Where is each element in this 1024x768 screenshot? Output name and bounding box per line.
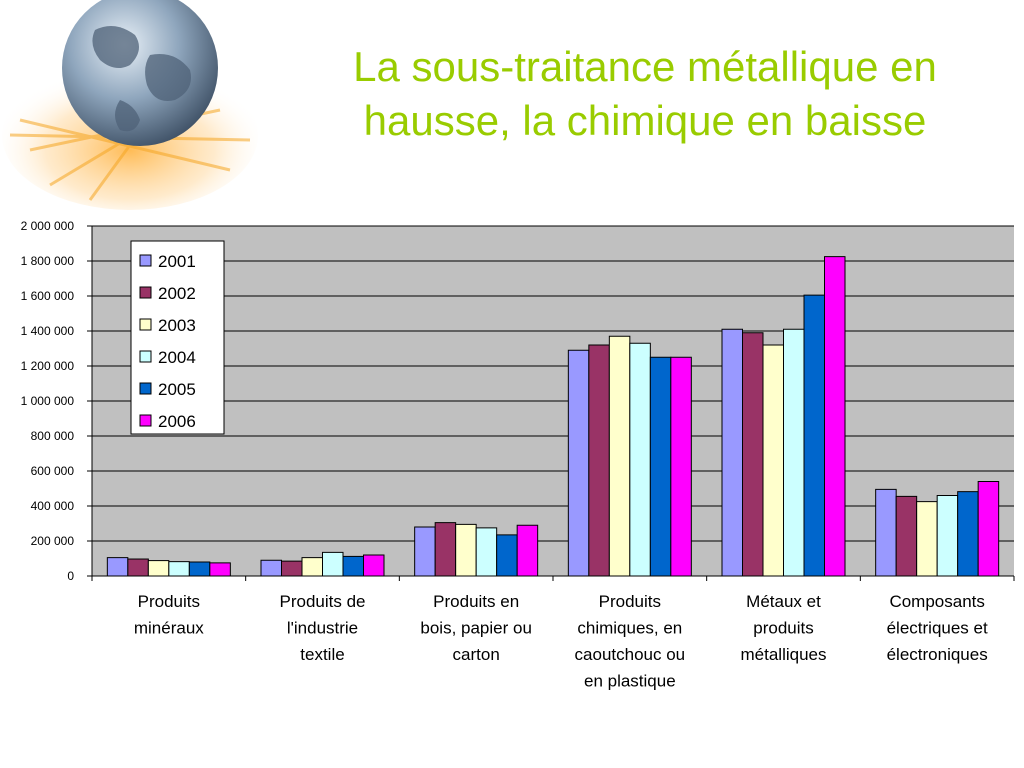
category-label: Produits de l'industrie textile xyxy=(280,592,366,664)
bar xyxy=(188,561,211,577)
bar xyxy=(649,356,672,577)
category-label-line: en plastique xyxy=(584,672,676,691)
bar xyxy=(957,491,979,577)
category-label-line: Composants xyxy=(889,592,984,611)
bar xyxy=(127,558,149,577)
bar xyxy=(670,356,692,577)
bar xyxy=(496,534,518,577)
bar xyxy=(936,495,959,577)
category-label-line: électriques et xyxy=(887,619,988,638)
category-label-line: produits xyxy=(753,619,813,638)
bar xyxy=(916,501,938,577)
bar xyxy=(783,328,805,577)
bar xyxy=(168,561,190,577)
category-label-line: minéraux xyxy=(134,619,204,638)
category-label-line: métalliques xyxy=(741,645,827,664)
slide-title: La sous-traitance métallique en hausse, … xyxy=(270,40,1020,148)
y-tick-label: 1 200 000 xyxy=(21,359,75,373)
category-label-line: chimiques, en xyxy=(577,619,682,638)
category-label-line: Produits en xyxy=(433,592,519,611)
category-label-line: bois, papier ou xyxy=(420,619,532,638)
bar xyxy=(209,562,231,577)
legend-swatch xyxy=(139,286,152,299)
bar xyxy=(721,328,743,577)
bar xyxy=(147,560,170,577)
category-label-line: Produits de xyxy=(280,592,366,611)
bar xyxy=(895,495,918,577)
legend-swatch xyxy=(139,382,152,395)
legend-swatch xyxy=(139,414,152,427)
bar xyxy=(301,557,323,577)
y-tick-label: 1 000 000 xyxy=(21,394,75,408)
y-tick-label: 2 000 000 xyxy=(21,219,75,233)
bar xyxy=(475,527,498,577)
y-tick-label: 0 xyxy=(67,569,74,583)
legend-box xyxy=(130,240,225,435)
category-label-line: carton xyxy=(453,645,500,664)
y-tick-label: 400 000 xyxy=(31,499,75,513)
y-tick-label: 200 000 xyxy=(31,534,75,548)
category-label: Métaux et produits métalliques xyxy=(741,592,827,664)
y-tick-label: 1 400 000 xyxy=(21,324,75,338)
category-label: Produits chimiques, en caoutchouc ou en pla… xyxy=(575,592,686,691)
category-label-line: Produits xyxy=(599,592,661,611)
bar xyxy=(363,554,385,577)
legend-swatch xyxy=(139,318,152,331)
category-label: Produits en bois, papier ou carton xyxy=(420,592,532,664)
category-label-line: l'industrie xyxy=(287,619,358,638)
y-tick-label: 1 800 000 xyxy=(21,254,75,268)
legend-label: 2004 xyxy=(158,348,196,367)
y-tick-label: 800 000 xyxy=(31,429,75,443)
bar xyxy=(434,522,457,577)
bar xyxy=(281,560,303,577)
bar xyxy=(322,551,344,577)
bar xyxy=(824,256,846,577)
bar xyxy=(803,294,825,577)
legend-label: 2001 xyxy=(158,252,196,271)
bar xyxy=(977,481,1000,577)
legend-swatch xyxy=(139,350,152,363)
bar xyxy=(106,557,129,577)
legend-label: 2003 xyxy=(158,316,196,335)
category-label-line: Métaux et xyxy=(746,592,821,611)
y-tick-label: 1 600 000 xyxy=(21,289,75,303)
bar xyxy=(608,335,631,577)
bar xyxy=(875,488,897,577)
bar xyxy=(260,559,282,577)
bar xyxy=(414,526,436,577)
bar xyxy=(516,524,539,577)
bar xyxy=(567,349,590,577)
legend-label: 2005 xyxy=(158,380,196,399)
title-line-1: La sous-traitance métallique en xyxy=(353,43,937,90)
legend-swatch xyxy=(139,254,152,267)
bar-chart: 0 200 000 400 000 600 000 800 000 1 000 000 1 … xyxy=(21,219,1015,691)
category-label-line: Produits xyxy=(138,592,200,611)
legend-label: 2006 xyxy=(158,412,196,431)
legend-label: 2002 xyxy=(158,284,196,303)
globe-logo xyxy=(0,0,260,210)
category-label-line: textile xyxy=(300,645,344,664)
legend: 2001 2002 2003 2004 2005 2006 xyxy=(130,240,225,435)
bar xyxy=(629,342,651,577)
bar xyxy=(342,555,364,577)
title-line-2: hausse, la chimique en baisse xyxy=(363,97,927,144)
bar xyxy=(588,344,610,577)
bar xyxy=(742,332,764,577)
y-tick-label: 600 000 xyxy=(31,464,75,478)
category-label: Composants électriques et électroniques xyxy=(887,592,988,664)
category-label-line: caoutchouc ou xyxy=(575,645,686,664)
bar xyxy=(455,523,477,577)
bar xyxy=(762,344,784,577)
category-label: Produits minéraux xyxy=(134,592,204,638)
category-label-line: électroniques xyxy=(887,645,988,664)
